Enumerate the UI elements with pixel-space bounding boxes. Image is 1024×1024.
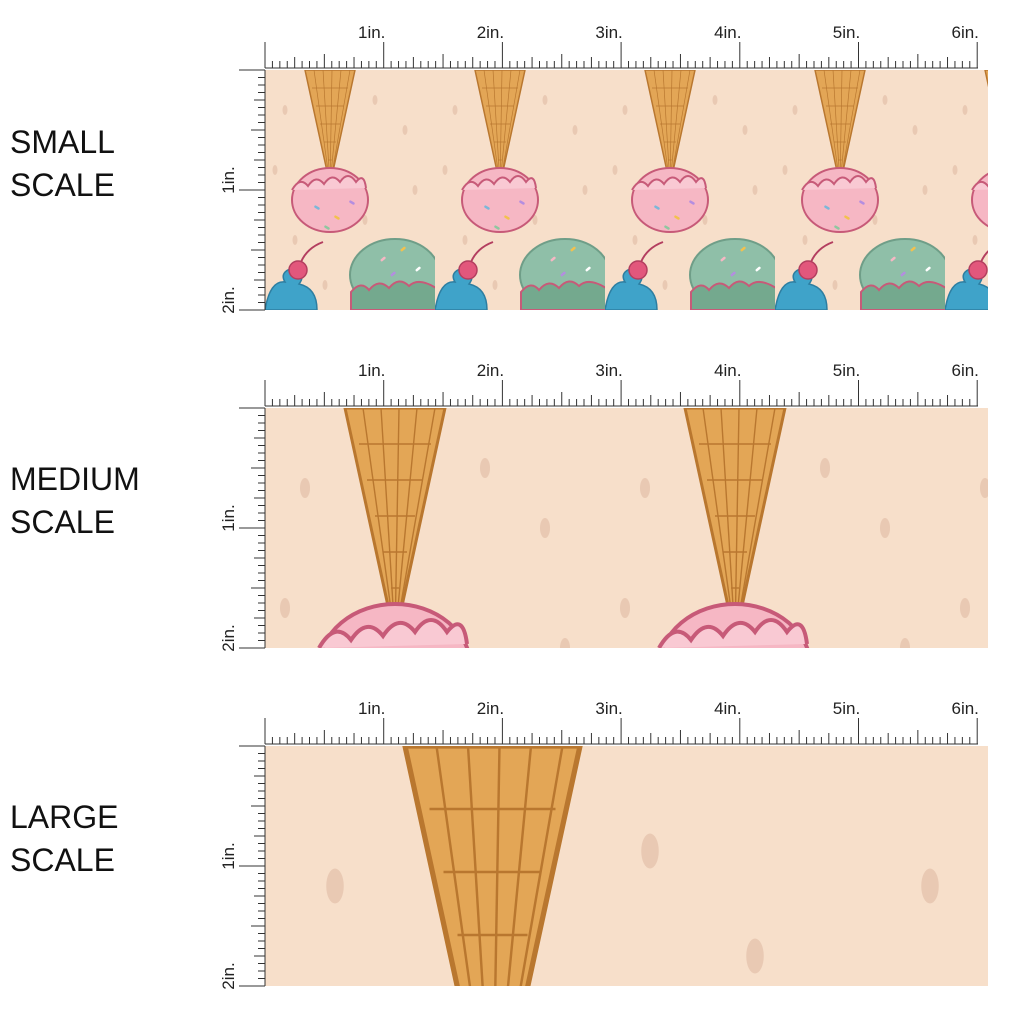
ruler-label: 1in. xyxy=(219,166,238,193)
ruler-top xyxy=(265,720,988,744)
ruler-label: 5in. xyxy=(833,699,860,718)
ruler-label: 6in. xyxy=(951,23,978,42)
ruler-label: 1in. xyxy=(358,361,385,380)
ruler-label: 6in. xyxy=(951,361,978,380)
panels: SMALL SCALE 1in. 2in. 3in. 4in. 5in. 6in. 1in. 2i… xyxy=(10,23,988,990)
scale-label: SCALE xyxy=(10,167,115,203)
ruler-top xyxy=(265,44,988,68)
ruler-label: 4in. xyxy=(714,361,741,380)
ruler-label: 3in. xyxy=(595,361,622,380)
panel: MEDIUM SCALE 1in. 2in. 3in. 4in. 5in. 6in. 1in. 2… xyxy=(10,361,988,652)
ruler-label: 2in. xyxy=(477,699,504,718)
ruler-label: 5in. xyxy=(833,23,860,42)
ruler-label: 1in. xyxy=(358,699,385,718)
ruler-label: 4in. xyxy=(714,699,741,718)
ruler-label: 2in. xyxy=(477,361,504,380)
ruler-label: 2in. xyxy=(219,624,238,651)
ruler-label: 1in. xyxy=(219,842,238,869)
ruler-top xyxy=(265,382,988,406)
ruler-label: 1in. xyxy=(219,504,238,531)
ruler-label: 2in. xyxy=(219,962,238,989)
fabric-swatch xyxy=(265,70,988,310)
fabric-swatch xyxy=(265,408,988,648)
ruler-label: 4in. xyxy=(714,23,741,42)
ruler-label: 5in. xyxy=(833,361,860,380)
ruler-label: 6in. xyxy=(951,699,978,718)
ruler-label: 3in. xyxy=(595,23,622,42)
ruler-label: 2in. xyxy=(219,286,238,313)
scale-label: LARGE xyxy=(10,799,118,835)
fabric-swatch xyxy=(265,746,988,986)
ruler-label: 1in. xyxy=(358,23,385,42)
panel: SMALL SCALE 1in. 2in. 3in. 4in. 5in. 6in. 1in. 2i… xyxy=(10,23,988,314)
panel: LARGE SCALE 1in. 2in. 3in. 4in. 5in. 6in. 1in. 2i… xyxy=(10,699,988,990)
ruler-label: 3in. xyxy=(595,699,622,718)
scale-label: SCALE xyxy=(10,504,115,540)
scale-label: MEDIUM xyxy=(10,461,140,497)
ruler-label: 2in. xyxy=(477,23,504,42)
scale-label: SMALL xyxy=(10,124,115,160)
scale-label: SCALE xyxy=(10,842,115,878)
